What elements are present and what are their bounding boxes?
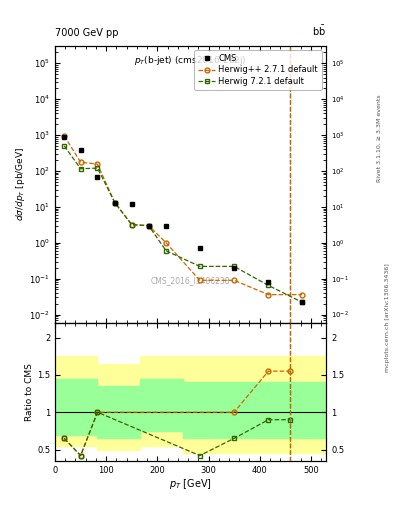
Herwig++ 2.7.1 default bbox=[232, 278, 237, 284]
CMS bbox=[95, 174, 100, 180]
Herwig 7.2.1 default bbox=[232, 263, 237, 269]
Herwig 7.2.1 default bbox=[78, 166, 83, 172]
Herwig++ 2.7.1 default bbox=[95, 161, 100, 167]
CMS bbox=[146, 223, 151, 229]
Text: 7000 GeV pp: 7000 GeV pp bbox=[55, 28, 119, 38]
Herwig++ 2.7.1 default bbox=[164, 240, 169, 246]
Text: CMS_2016_I1486238: CMS_2016_I1486238 bbox=[151, 276, 230, 286]
Line: CMS: CMS bbox=[62, 134, 305, 305]
CMS bbox=[164, 223, 169, 229]
Herwig 7.2.1 default bbox=[95, 165, 100, 171]
Text: mcplots.cern.ch [arXiv:1306.3436]: mcplots.cern.ch [arXiv:1306.3436] bbox=[385, 263, 389, 372]
Herwig 7.2.1 default bbox=[62, 143, 66, 149]
CMS bbox=[300, 299, 305, 305]
CMS bbox=[62, 134, 66, 140]
CMS bbox=[129, 201, 134, 207]
CMS bbox=[197, 245, 202, 251]
CMS bbox=[78, 147, 83, 153]
Herwig 7.2.1 default bbox=[266, 282, 271, 288]
Y-axis label: Ratio to CMS: Ratio to CMS bbox=[25, 362, 34, 421]
Herwig++ 2.7.1 default bbox=[62, 133, 66, 139]
Herwig 7.2.1 default bbox=[112, 200, 117, 206]
Herwig++ 2.7.1 default bbox=[266, 291, 271, 297]
Y-axis label: $d\sigma/dp_T$ [pb/GeV]: $d\sigma/dp_T$ [pb/GeV] bbox=[14, 147, 27, 221]
CMS bbox=[112, 200, 117, 206]
Herwig++ 2.7.1 default bbox=[197, 278, 202, 284]
X-axis label: $p_T$ [GeV]: $p_T$ [GeV] bbox=[169, 477, 212, 492]
Herwig 7.2.1 default bbox=[164, 248, 169, 254]
Line: Herwig 7.2.1 default: Herwig 7.2.1 default bbox=[62, 143, 305, 305]
Herwig 7.2.1 default bbox=[129, 222, 134, 228]
Herwig++ 2.7.1 default bbox=[300, 291, 305, 297]
Herwig++ 2.7.1 default bbox=[112, 200, 117, 206]
Herwig++ 2.7.1 default bbox=[129, 222, 134, 228]
Herwig 7.2.1 default bbox=[197, 263, 202, 269]
CMS bbox=[232, 265, 237, 271]
Line: Herwig++ 2.7.1 default: Herwig++ 2.7.1 default bbox=[62, 134, 305, 297]
Text: b$\bar{\mathrm{b}}$: b$\bar{\mathrm{b}}$ bbox=[312, 25, 326, 38]
CMS bbox=[266, 279, 271, 285]
Herwig 7.2.1 default bbox=[146, 223, 151, 229]
Text: Rivet 3.1.10, ≥ 3.3M events: Rivet 3.1.10, ≥ 3.3M events bbox=[377, 94, 382, 182]
Herwig++ 2.7.1 default bbox=[78, 159, 83, 165]
Legend: CMS, Herwig++ 2.7.1 default, Herwig 7.2.1 default: CMS, Herwig++ 2.7.1 default, Herwig 7.2.… bbox=[194, 50, 322, 90]
Text: $p_T$(b-jet) (cms2016-2b2j): $p_T$(b-jet) (cms2016-2b2j) bbox=[134, 54, 247, 68]
Herwig++ 2.7.1 default bbox=[146, 223, 151, 229]
Herwig 7.2.1 default bbox=[300, 299, 305, 305]
